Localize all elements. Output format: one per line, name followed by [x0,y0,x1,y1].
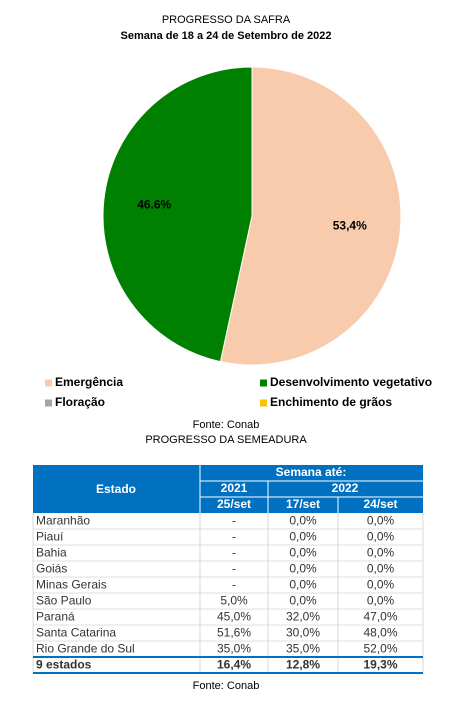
source: Fonte: Conab [193,680,260,692]
table-cell: 45,0% [217,610,251,624]
table-cell: 30,0% [286,626,320,640]
table-cell: Paraná [36,610,75,624]
table-cell: Goiás [36,562,67,576]
table-cell: 32,0% [286,610,320,624]
table-cell: Santa Catarina [36,626,116,640]
table-cell: 0,0% [289,514,317,528]
legend-label: Desenvolvimento vegetativo [270,375,432,389]
header-cell: Semana até: [276,465,347,479]
legend-swatch [45,379,52,387]
table-cell: 0,0% [289,594,317,608]
header-cell: 25/set [217,497,251,511]
total-cell: 16,4% [217,658,251,672]
table-cell: 47,0% [363,610,397,624]
table-header [33,465,423,513]
legend-label: Enchimento de grãos [270,395,392,409]
data-label: 53,4% [333,219,367,233]
table-cell: São Paulo [36,594,92,608]
legend-swatch [260,379,267,387]
table-cell: Maranhão [36,514,90,528]
chart-subtitle: Semana de 18 a 24 de Setembro de 2022 [121,30,332,42]
pie-slice [102,66,253,363]
table-cell: 0,0% [289,530,317,544]
header-cell: 2022 [332,481,359,495]
header-cell: 17/set [286,497,320,511]
table-cell: 51,6% [217,626,251,640]
header-cell: 24/set [363,497,397,511]
table-cell: - [232,578,236,592]
legend-label: Emergência [55,375,123,389]
table-cell: 0,0% [367,594,395,608]
data-label: 46.6% [137,198,171,212]
table-cell: 0,0% [367,514,395,528]
table-cell: 5,0% [220,594,248,608]
table-cell: Minas Gerais [36,578,107,592]
table-cell: Rio Grande do Sul [36,642,135,656]
table-cell: 35,0% [286,642,320,656]
header-cell: 2021 [221,481,248,495]
source: Fonte: Conab [193,419,260,431]
legend-swatch [45,399,52,407]
table-cell: 0,0% [367,562,395,576]
table-cell: Bahia [36,546,67,560]
table-cell: 35,0% [217,642,251,656]
table-cell: 0,0% [289,546,317,560]
total-cell: 19,3% [363,658,397,672]
table-cell: - [232,514,236,528]
table-cell: Piauí [36,530,64,544]
table-cell: 0,0% [367,578,395,592]
pie-slice [219,66,402,366]
table-cell: - [232,546,236,560]
legend-label: Floração [55,395,105,409]
header-cell: Estado [96,482,136,496]
chart-title: PROGRESSO DA SAFRA [162,14,291,26]
table-cell: - [232,562,236,576]
table-cell: 0,0% [289,562,317,576]
table-cell: 0,0% [367,530,395,544]
table-cell: 0,0% [367,546,395,560]
table-cell: 52,0% [363,642,397,656]
table-cell: 0,0% [289,578,317,592]
table-cell: 48,0% [363,626,397,640]
table-cell: - [232,530,236,544]
table-title: PROGRESSO DA SEMEADURA [145,434,307,446]
legend-swatch [260,399,267,407]
total-cell: 9 estados [36,658,92,672]
total-cell: 12,8% [286,658,320,672]
